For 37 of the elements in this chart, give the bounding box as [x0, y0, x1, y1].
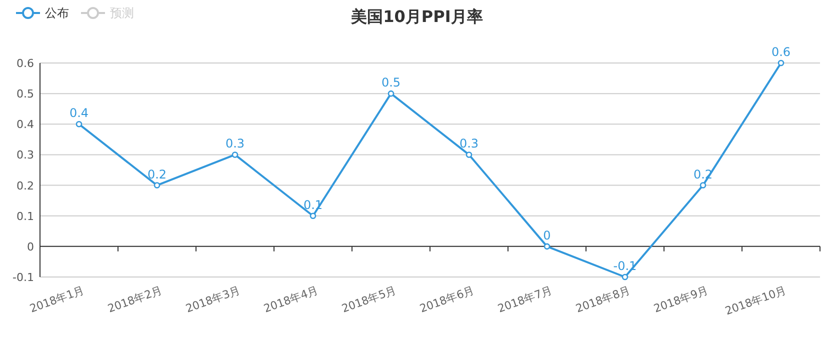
y-tick-label: 0 [27, 240, 34, 254]
data-label: 0.3 [459, 136, 479, 151]
x-tick-label: 2018年6月 [418, 284, 476, 316]
point [778, 60, 784, 66]
point [310, 212, 316, 220]
data-label: 0.6 [771, 45, 791, 59]
x-tick-label: 2018年8月 [574, 284, 632, 316]
point [544, 243, 550, 250]
data-label: 0.2 [147, 167, 167, 182]
x-tick-label: 2018年2月 [106, 284, 164, 316]
point [232, 152, 238, 158]
x-tick-label: 2018年3月 [184, 284, 242, 316]
y-tick-label: 0.3 [16, 148, 34, 162]
y-tick-label: 0.4 [16, 118, 34, 132]
y-tick-label: 0.2 [16, 179, 34, 192]
data-label: 0.5 [381, 76, 401, 90]
x-tick-label: 2018年10月 [723, 284, 788, 318]
data-label: 0.3 [225, 136, 245, 151]
point [700, 182, 706, 188]
y-tick-label: -0.1 [12, 271, 34, 284]
point [154, 182, 160, 188]
chart-title: 美国10月PPI月率 [350, 7, 483, 26]
x-tick-label: 2018年1月 [28, 284, 86, 316]
data-label: 0 [543, 228, 551, 242]
x-tick-label: 2018年5月 [340, 284, 398, 316]
y-tick-label: 0.6 [16, 57, 34, 70]
x-tick-label: 2018年9月 [652, 284, 710, 316]
point [388, 90, 394, 97]
legend-label: 公布 [45, 6, 69, 20]
point [466, 152, 472, 158]
y-tick-label: 0.5 [16, 88, 34, 101]
x-tick-label: 2018年4月 [262, 284, 320, 316]
y-tick-label: 0.1 [16, 210, 34, 223]
point [622, 274, 628, 280]
data-label: 0.4 [69, 106, 89, 120]
x-tick-label: 2018年7月 [496, 284, 554, 316]
point [76, 120, 82, 128]
